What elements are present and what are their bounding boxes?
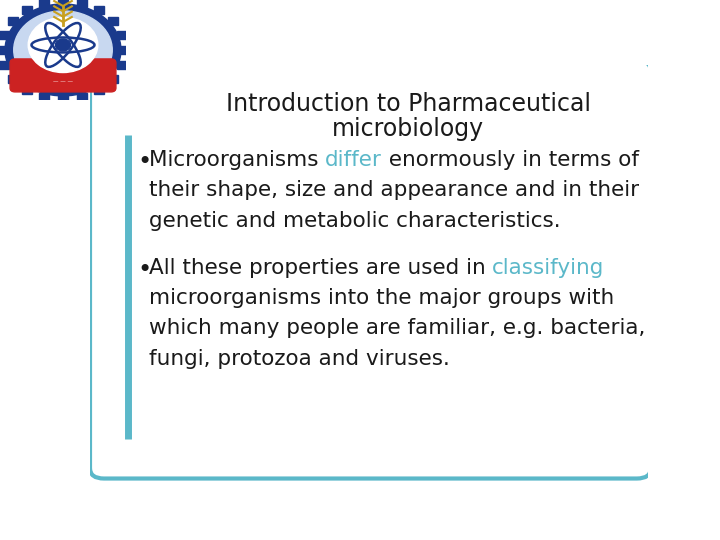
Text: enormously in terms of: enormously in terms of bbox=[382, 150, 639, 170]
Text: — — —: — — — bbox=[53, 79, 73, 84]
Circle shape bbox=[14, 11, 112, 89]
Circle shape bbox=[28, 17, 98, 72]
Text: microorganisms into the major groups with: microorganisms into the major groups wit… bbox=[148, 288, 614, 308]
Text: classifying: classifying bbox=[492, 258, 605, 278]
FancyBboxPatch shape bbox=[0, 46, 6, 54]
FancyBboxPatch shape bbox=[8, 75, 18, 83]
Text: microbiology: microbiology bbox=[332, 117, 484, 141]
FancyBboxPatch shape bbox=[108, 75, 118, 83]
Circle shape bbox=[55, 39, 71, 51]
FancyBboxPatch shape bbox=[94, 85, 104, 93]
Text: which many people are familiar, e.g. bacteria,: which many people are familiar, e.g. bac… bbox=[148, 319, 645, 339]
FancyBboxPatch shape bbox=[22, 6, 32, 15]
FancyBboxPatch shape bbox=[58, 0, 68, 5]
Text: Introduction to Pharmaceutical: Introduction to Pharmaceutical bbox=[225, 92, 590, 116]
FancyBboxPatch shape bbox=[117, 31, 127, 39]
FancyBboxPatch shape bbox=[0, 31, 9, 39]
FancyBboxPatch shape bbox=[39, 0, 49, 8]
FancyBboxPatch shape bbox=[10, 59, 116, 92]
FancyBboxPatch shape bbox=[94, 6, 104, 15]
FancyBboxPatch shape bbox=[39, 92, 49, 100]
FancyBboxPatch shape bbox=[77, 0, 87, 8]
Text: All these properties are used in: All these properties are used in bbox=[148, 258, 492, 278]
FancyBboxPatch shape bbox=[58, 95, 68, 103]
FancyBboxPatch shape bbox=[120, 46, 130, 54]
Text: •: • bbox=[138, 258, 152, 282]
Text: Microorganisms: Microorganisms bbox=[148, 150, 325, 170]
Text: fungi, protozoa and viruses.: fungi, protozoa and viruses. bbox=[148, 349, 449, 369]
FancyBboxPatch shape bbox=[8, 17, 18, 25]
FancyBboxPatch shape bbox=[117, 61, 127, 69]
FancyBboxPatch shape bbox=[90, 60, 651, 478]
FancyBboxPatch shape bbox=[108, 17, 118, 25]
Text: their shape, size and appearance and in their: their shape, size and appearance and in … bbox=[148, 180, 639, 200]
Text: differ: differ bbox=[325, 150, 382, 170]
FancyBboxPatch shape bbox=[77, 92, 87, 100]
Text: •: • bbox=[138, 150, 152, 174]
Text: genetic and metabolic characteristics.: genetic and metabolic characteristics. bbox=[148, 211, 560, 231]
FancyBboxPatch shape bbox=[22, 85, 32, 93]
FancyBboxPatch shape bbox=[0, 61, 9, 69]
Circle shape bbox=[5, 4, 121, 96]
